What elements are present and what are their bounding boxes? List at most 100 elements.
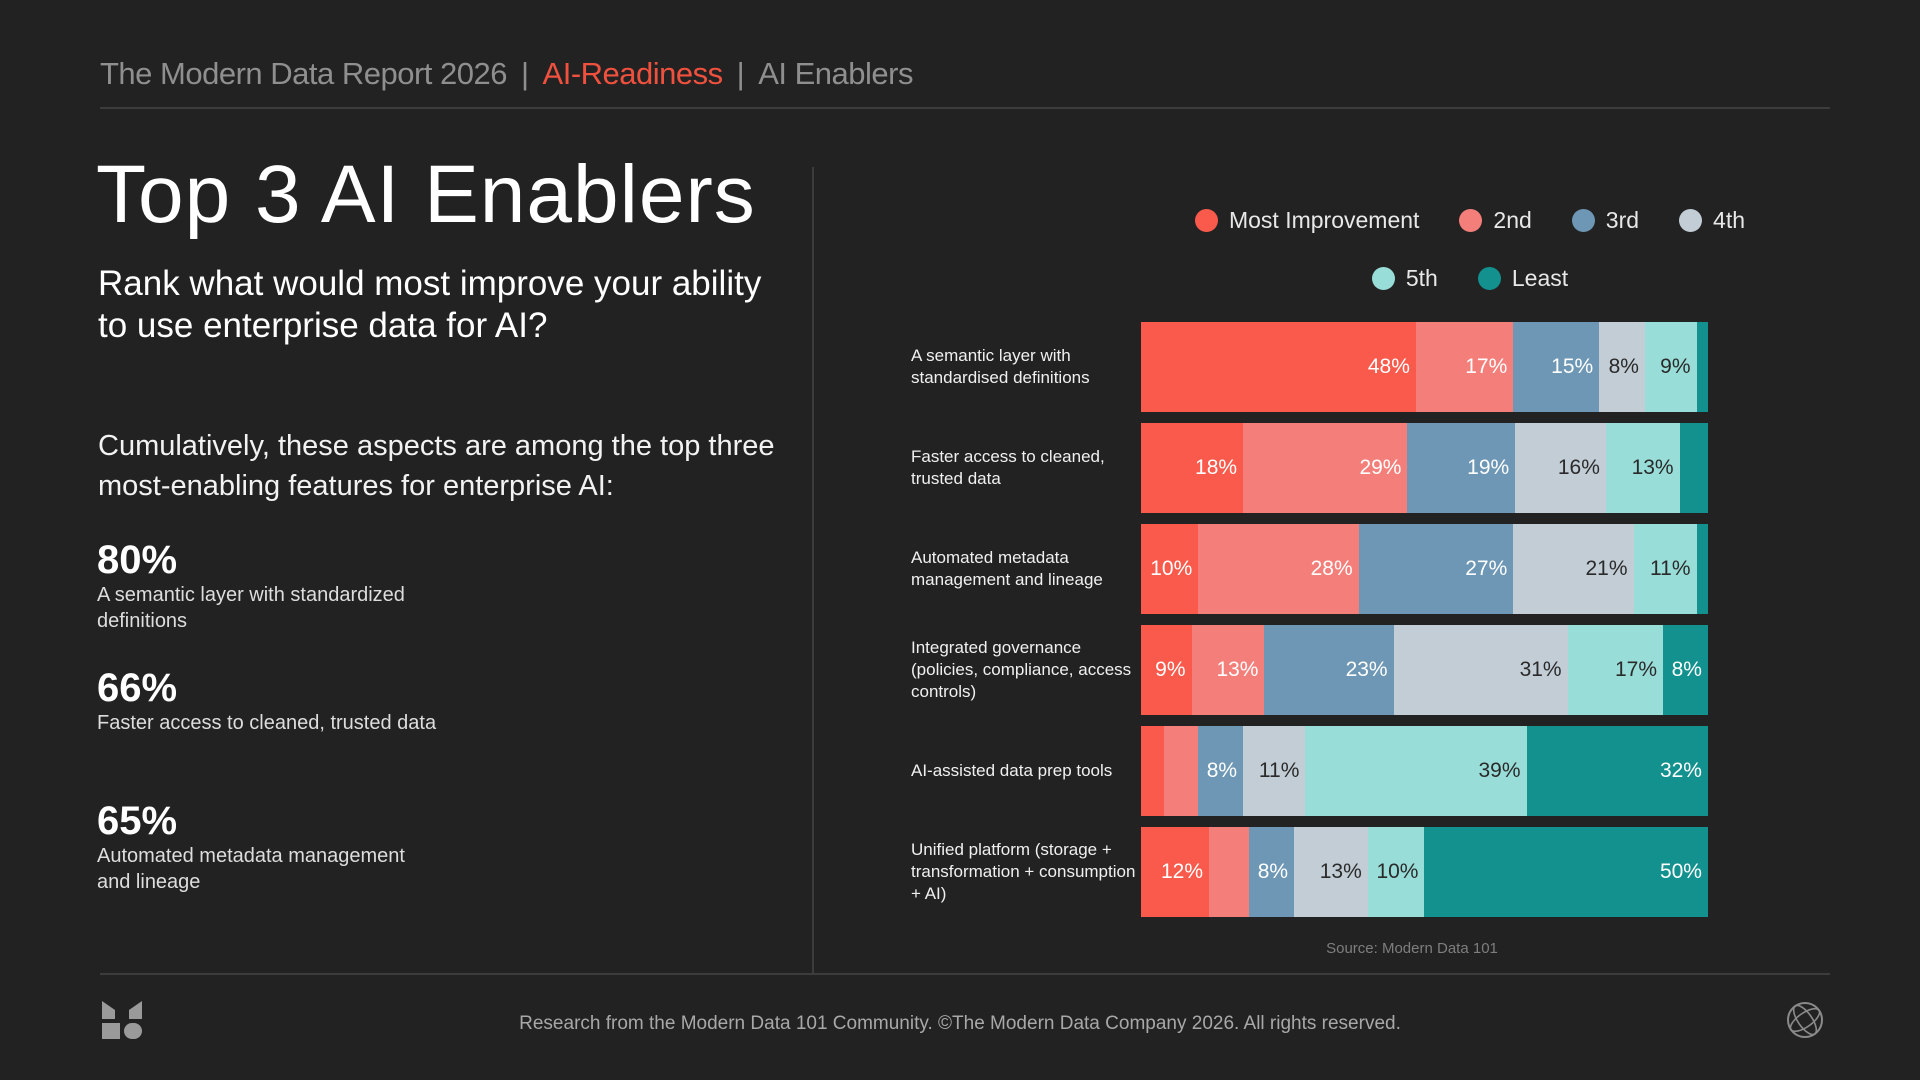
data-label: 29% [1359, 456, 1402, 479]
legend-label: 4th [1713, 206, 1746, 233]
bar-segment: 48% [1141, 322, 1416, 412]
stat-block: 66% Faster access to cleaned, trusted da… [97, 666, 437, 736]
data-label: 8% [1671, 658, 1702, 681]
legend-item: 3rd [1571, 206, 1640, 234]
stat-block: 80% A semantic layer with standardized d… [97, 538, 437, 634]
bar-row: 8% 11% 39% 32% [1141, 726, 1708, 816]
bar-row: 48% 17% 15% 8% 9% [1141, 322, 1708, 412]
data-label: 13% [1319, 860, 1362, 883]
data-label: 8% [1608, 355, 1639, 378]
header-report-title: The Modern Data Report 2026 [100, 56, 507, 91]
bar-segment: 9% [1141, 625, 1192, 715]
data-label: 12% [1161, 860, 1204, 883]
legend-label: 3rd [1605, 206, 1640, 233]
data-label: 16% [1557, 456, 1600, 479]
chart-source: Source: Modern Data 101 [1326, 940, 1498, 957]
bar-segment: 39% [1305, 726, 1527, 816]
bottom-divider [100, 973, 1830, 975]
data-label: 39% [1478, 759, 1521, 782]
bar-segment: 8% [1599, 322, 1645, 412]
legend-item: Least [1477, 265, 1568, 292]
legend-row: Most Improvement 2nd 3rd 4th [1150, 200, 1790, 240]
legend-label: 2nd [1493, 206, 1532, 233]
bar-segment: 13% [1605, 423, 1680, 513]
bar-segment: 29% [1243, 423, 1408, 513]
chart-legend: Most Improvement 2nd 3rd 4th 5th Least [1150, 200, 1790, 316]
vertical-divider [812, 167, 814, 975]
legend-row: 5th Least [1150, 258, 1790, 298]
bar-row: 9% 13% 23% 31% 17% 8% [1141, 625, 1708, 715]
data-label: 10% [1376, 860, 1419, 883]
category-label: Unified platform (storage + transformati… [911, 840, 1136, 903]
bar-segment: 28% [1198, 524, 1359, 614]
category-label: Faster access to cleaned, trusted data [911, 447, 1105, 488]
bar-segment: 32% [1526, 726, 1708, 816]
bar-segment: 18% [1141, 423, 1244, 513]
bar-segment: 8% [1663, 625, 1708, 715]
header-separator: | [736, 56, 745, 91]
globe-icon [1787, 1002, 1823, 1038]
data-label: 28% [1310, 557, 1353, 580]
data-label: 10% [1150, 557, 1193, 580]
legend-swatch [1371, 266, 1395, 290]
bar-segment: 50% [1424, 827, 1708, 917]
top-divider [100, 107, 1830, 109]
legend-swatch [1477, 266, 1501, 290]
bar-segment: 12% [1141, 827, 1210, 917]
stat-label: A semantic layer with standardized defin… [97, 584, 405, 632]
stat-value: 65% [97, 799, 178, 843]
data-label: 32% [1659, 759, 1702, 782]
bar-segment [1696, 322, 1708, 412]
legend-label: 5th [1405, 264, 1438, 291]
bar-segment: 27% [1358, 524, 1514, 614]
stat-value: 66% [97, 666, 178, 710]
data-label: 11% [1258, 759, 1300, 782]
bar-segment [1209, 827, 1249, 917]
bar-segment: 19% [1407, 423, 1516, 513]
legend-item: 5th [1371, 264, 1438, 292]
data-label: 48% [1367, 355, 1410, 378]
bar-segment [1696, 524, 1708, 614]
legend-swatch [1459, 208, 1483, 232]
data-label: 21% [1585, 557, 1628, 580]
bar-segment: 11% [1633, 524, 1697, 614]
stat-value: 80% [97, 538, 178, 582]
bar-segment: 16% [1515, 423, 1606, 513]
header-subsection: AI Enablers [758, 56, 913, 91]
legend-item: 4th [1679, 207, 1745, 234]
data-label: 9% [1660, 355, 1691, 378]
data-label: 9% [1155, 658, 1186, 681]
category-label: A semantic layer with standardised defin… [911, 346, 1090, 387]
bar-row: 12% 8% 13% 10% 50% [1141, 827, 1708, 917]
legend-item: 2nd [1459, 206, 1532, 234]
legend-swatch [1571, 208, 1595, 232]
bar-segment: 13% [1294, 827, 1368, 917]
data-label: 18% [1195, 456, 1238, 479]
bar-segment: 21% [1513, 524, 1634, 614]
bar-segment: 17% [1567, 625, 1664, 715]
data-label: 13% [1216, 658, 1259, 681]
category-label: Automated metadata management and lineag… [911, 548, 1103, 589]
legend-item: Most Improvement [1194, 207, 1419, 234]
header-separator: | [520, 56, 529, 91]
header-section: AI-Readiness [542, 56, 724, 91]
legend-swatch [1679, 208, 1703, 232]
bar-segment: 31% [1393, 625, 1568, 715]
data-label: 15% [1551, 355, 1594, 378]
stat-label: Faster access to cleaned, trusted data [97, 712, 437, 734]
bar-segment: 10% [1141, 524, 1199, 614]
data-label: 17% [1465, 355, 1508, 378]
cumulative-summary: Cumulatively, these aspects are among th… [98, 430, 775, 502]
bar-row: 10% 28% 27% 21% 11% [1141, 524, 1708, 614]
bar-segment [1163, 726, 1198, 816]
category-label: Integrated governance (policies, complia… [911, 638, 1132, 701]
category-label: AI-assisted data prep tools [911, 761, 1113, 780]
data-label: 17% [1615, 658, 1658, 681]
stat-block: 65% Automated metadata management and li… [97, 799, 437, 895]
bar-segment: 8% [1248, 827, 1295, 917]
modern-data-logo-icon [102, 1001, 142, 1039]
survey-question: Rank what would most improve your abilit… [98, 264, 762, 345]
data-label: 31% [1519, 658, 1562, 681]
data-label: 8% [1257, 860, 1289, 883]
bar-segment [1679, 423, 1708, 513]
